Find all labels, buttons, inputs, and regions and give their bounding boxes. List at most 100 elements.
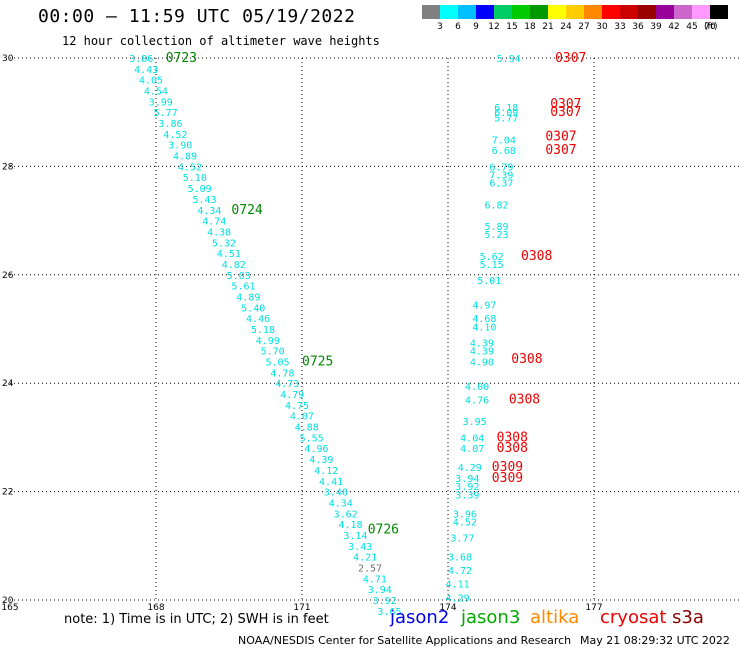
wave-height-point: 4.90 [470,358,494,369]
pass-time-label: 0307 [545,143,576,158]
wave-height-point: 4.04 [460,433,484,444]
scale-label: 30 [596,22,608,32]
wave-height-point: 4.51 [217,249,241,260]
wave-height-point: 4.71 [363,574,387,585]
x-tick-label: 168 [147,603,164,613]
y-tick-label: 26 [2,271,14,281]
scale-swatch [602,5,620,19]
scale-label: 3 [437,22,443,32]
x-tick-label: 171 [293,603,310,613]
wave-height-point: 3.92 [455,482,479,493]
scale-label: 18 [524,22,536,32]
scale-label: 9 [473,22,479,32]
scale-label: 42 [668,22,680,32]
wave-height-point: 4.54 [144,87,168,98]
wave-height-point: 6.09 [494,108,518,119]
scale-label: 15 [506,22,518,32]
wave-height-point: 3.43 [348,542,372,553]
wave-height-point: 2.57 [358,563,382,574]
wave-height-point: 4.11 [446,580,470,591]
chart-subtitle: 12 hour collection of altimeter wave hei… [62,34,380,48]
wave-height-point: 4.18 [339,520,363,531]
y-tick-label: 22 [2,488,13,498]
sat-label-jason3: jason3 [461,607,521,628]
wave-height-point: 3.95 [463,417,487,428]
wave-height-point: 4.99 [256,336,280,347]
wave-height-point: 3.14 [343,531,367,542]
wave-height-point: 3.65 [377,607,401,618]
wave-height-point: 5.70 [261,347,285,358]
wave-height-point: 5.10 [183,173,207,184]
x-tick-label: 165 [1,603,18,613]
wave-height-point: 5.15 [480,260,504,271]
wave-height-point: 6.79 [489,162,513,173]
wave-height-point: 5.77 [494,114,518,125]
scale-swatch [440,5,458,19]
wave-height-point: 4.41 [319,477,343,488]
pass-time-label: 0725 [302,355,333,370]
pass-time-label: 0723 [166,51,197,66]
scale-label: 45 [686,22,698,32]
scale-swatch [692,5,710,19]
scale-label: 27 [578,22,590,32]
sat-label-jason2: jason2 [390,607,450,628]
footer-timestamp: May 21 08:29:32 UTC 2022 [580,634,730,647]
wave-height-point: 4.43 [134,65,158,76]
wave-height-point: 5.03 [227,271,251,282]
scale-label: 39 [650,22,662,32]
pass-time-label: 0307 [555,51,586,66]
sat-label-cryosat: cryosat [600,607,667,628]
wave-height-point: 4.52 [453,517,477,528]
wave-height-point: 5.89 [485,222,509,233]
wave-height-point: 4.38 [207,227,231,238]
y-tick-label: 24 [2,379,14,389]
wave-height-point: 6.18 [494,103,518,114]
wave-height-point: 3.94 [455,474,479,485]
wave-height-point: 7.04 [492,135,516,146]
wave-height-point: 3.68 [448,553,472,564]
sat-label-altika: altika [530,607,580,628]
wave-height-point: 5.01 [477,276,501,287]
pass-time-label: 0726 [368,523,399,538]
wave-height-point: 4.39 [470,339,494,350]
scale-swatch [566,5,584,19]
pass-time-label: 0307 [550,105,581,120]
wave-height-point: 3.94 [368,585,392,596]
wave-height-point: 4.78 [270,368,294,379]
scale-label: 33 [614,22,626,32]
wave-height-point: 4.73 [275,379,299,390]
wave-height-point: 4.05 [139,76,163,87]
wave-height-point: 4.07 [460,444,484,455]
wave-height-point: 4.34 [197,206,221,217]
pass-time-label: 0307 [550,97,581,112]
wave-height-point: 5.55 [300,433,324,444]
wave-height-point: 4.46 [246,314,270,325]
wave-height-point: 4.34 [329,498,353,509]
wave-height-point: 5.23 [485,230,509,241]
wave-height-point: 4.29 [446,593,470,604]
scale-swatch [422,5,440,19]
wave-height-point: 5.05 [266,358,290,369]
y-tick-label: 20 [2,596,14,606]
wave-height-point: 4.29 [458,463,482,474]
wave-height-point: 6.68 [492,146,516,157]
scale-label: 70 [704,22,716,32]
wave-height-point: 4.10 [472,322,496,333]
wave-height-point: 4.68 [472,314,496,325]
wave-height-point: 4.88 [295,423,319,434]
scale-label: 36 [632,22,644,32]
wave-height-point: 4.39 [470,347,494,358]
wave-height-point: 4.39 [309,455,333,466]
wave-height-point: 3.92 [373,596,397,607]
pass-time-label: 0308 [521,249,552,264]
wave-height-point: 4.96 [304,444,328,455]
wave-height-point: 4.52 [163,130,187,141]
wave-height-point: 3.40 [324,488,348,499]
wave-height-point: 4.75 [285,401,309,412]
wave-height-point: 3.90 [168,141,192,152]
chart-title: 00:00 – 11:59 UTC 05/19/2022 [38,6,356,27]
wave-height-point: 5.61 [231,282,255,293]
wave-height-point: 4.21 [353,553,377,564]
wave-height-point: 7.39 [489,171,513,182]
pass-time-label: 0309 [492,460,523,475]
